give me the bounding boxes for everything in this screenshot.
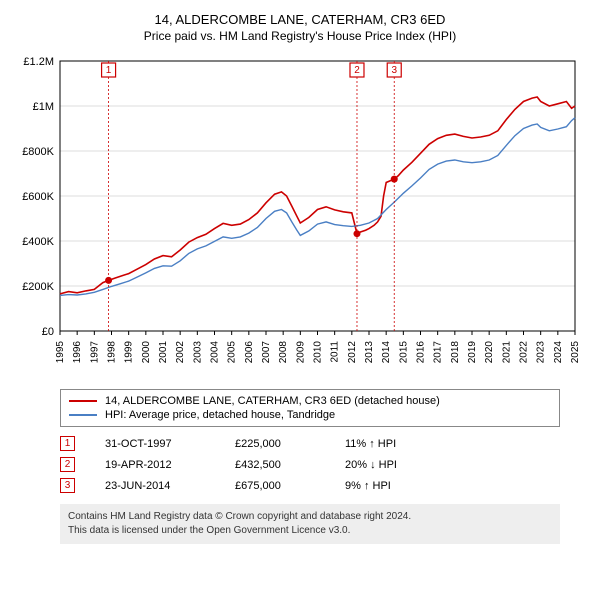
svg-text:2015: 2015 xyxy=(398,341,409,364)
svg-text:2004: 2004 xyxy=(210,341,221,364)
attribution: Contains HM Land Registry data © Crown c… xyxy=(60,504,560,544)
series-property xyxy=(60,97,575,294)
event-row: 2 19-APR-2012 £432,500 20% ↓ HPI xyxy=(60,454,560,475)
svg-text:1995: 1995 xyxy=(55,341,66,364)
sale-point xyxy=(353,230,360,237)
event-row: 3 23-JUN-2014 £675,000 9% ↑ HPI xyxy=(60,475,560,496)
svg-text:2023: 2023 xyxy=(536,341,547,364)
legend-label: 14, ALDERCOMBE LANE, CATERHAM, CR3 6ED (… xyxy=(105,395,440,407)
event-date: 19-APR-2012 xyxy=(105,459,205,471)
svg-text:1998: 1998 xyxy=(107,341,118,364)
svg-text:2007: 2007 xyxy=(261,341,272,364)
legend: 14, ALDERCOMBE LANE, CATERHAM, CR3 6ED (… xyxy=(60,389,560,427)
svg-text:2011: 2011 xyxy=(330,341,341,363)
svg-text:2001: 2001 xyxy=(158,341,169,364)
svg-text:2012: 2012 xyxy=(347,341,358,364)
legend-swatch xyxy=(69,400,97,402)
svg-text:2013: 2013 xyxy=(364,341,375,364)
svg-text:2017: 2017 xyxy=(433,341,444,364)
svg-text:1997: 1997 xyxy=(89,341,100,364)
event-delta: 9% ↑ HPI xyxy=(345,480,435,492)
chart-subtitle: Price paid vs. HM Land Registry's House … xyxy=(10,29,590,43)
svg-text:2020: 2020 xyxy=(484,341,495,364)
legend-swatch xyxy=(69,414,97,416)
svg-text:2003: 2003 xyxy=(192,341,203,364)
svg-text:2021: 2021 xyxy=(501,341,512,364)
events-table: 1 31-OCT-1997 £225,000 11% ↑ HPI 2 19-APR-201… xyxy=(60,433,560,496)
svg-text:£600K: £600K xyxy=(22,191,54,203)
event-marker: 3 xyxy=(60,478,75,493)
svg-text:1996: 1996 xyxy=(72,341,83,364)
svg-text:2016: 2016 xyxy=(416,341,427,364)
svg-text:3: 3 xyxy=(391,65,397,76)
svg-text:2018: 2018 xyxy=(450,341,461,364)
svg-text:1: 1 xyxy=(106,65,112,76)
svg-text:1999: 1999 xyxy=(124,341,135,364)
sale-point xyxy=(105,277,112,284)
event-price: £225,000 xyxy=(235,438,315,450)
svg-text:2025: 2025 xyxy=(570,341,581,364)
svg-text:2019: 2019 xyxy=(467,341,478,364)
svg-text:2024: 2024 xyxy=(553,341,564,364)
svg-text:2005: 2005 xyxy=(227,341,238,364)
svg-text:2006: 2006 xyxy=(244,341,255,364)
svg-text:2008: 2008 xyxy=(278,341,289,364)
chart-area: £0 £200K £400K £600K £800K £1M £1.2M 1995 1996 19… xyxy=(10,51,590,381)
svg-text:2: 2 xyxy=(354,65,360,76)
sale-point xyxy=(391,176,398,183)
event-delta: 11% ↑ HPI xyxy=(345,438,435,450)
attribution-line: This data is licensed under the Open Gov… xyxy=(68,524,552,538)
svg-text:£400K: £400K xyxy=(22,236,54,248)
chart-title: 14, ALDERCOMBE LANE, CATERHAM, CR3 6ED xyxy=(10,12,590,27)
event-row: 1 31-OCT-1997 £225,000 11% ↑ HPI xyxy=(60,433,560,454)
svg-text:2009: 2009 xyxy=(295,341,306,364)
event-date: 31-OCT-1997 xyxy=(105,438,205,450)
svg-text:£1M: £1M xyxy=(33,101,54,113)
event-date: 23-JUN-2014 xyxy=(105,480,205,492)
event-price: £675,000 xyxy=(235,480,315,492)
svg-text:2014: 2014 xyxy=(381,341,392,364)
event-marker: 2 xyxy=(60,457,75,472)
svg-text:£1.2M: £1.2M xyxy=(23,56,54,68)
legend-item: HPI: Average price, detached house, Tand… xyxy=(69,408,551,422)
line-chart-svg: £0 £200K £400K £600K £800K £1M £1.2M 1995 1996 19… xyxy=(10,51,590,381)
svg-text:2000: 2000 xyxy=(141,341,152,364)
legend-item: 14, ALDERCOMBE LANE, CATERHAM, CR3 6ED (… xyxy=(69,394,551,408)
event-marker: 1 xyxy=(60,436,75,451)
svg-text:2002: 2002 xyxy=(175,341,186,364)
svg-text:2010: 2010 xyxy=(313,341,324,364)
attribution-line: Contains HM Land Registry data © Crown c… xyxy=(68,510,552,524)
svg-text:2022: 2022 xyxy=(519,341,530,364)
svg-text:£800K: £800K xyxy=(22,146,54,158)
event-delta: 20% ↓ HPI xyxy=(345,459,435,471)
svg-text:£200K: £200K xyxy=(22,281,54,293)
event-price: £432,500 xyxy=(235,459,315,471)
svg-text:£0: £0 xyxy=(42,326,54,338)
legend-label: HPI: Average price, detached house, Tand… xyxy=(105,409,335,421)
